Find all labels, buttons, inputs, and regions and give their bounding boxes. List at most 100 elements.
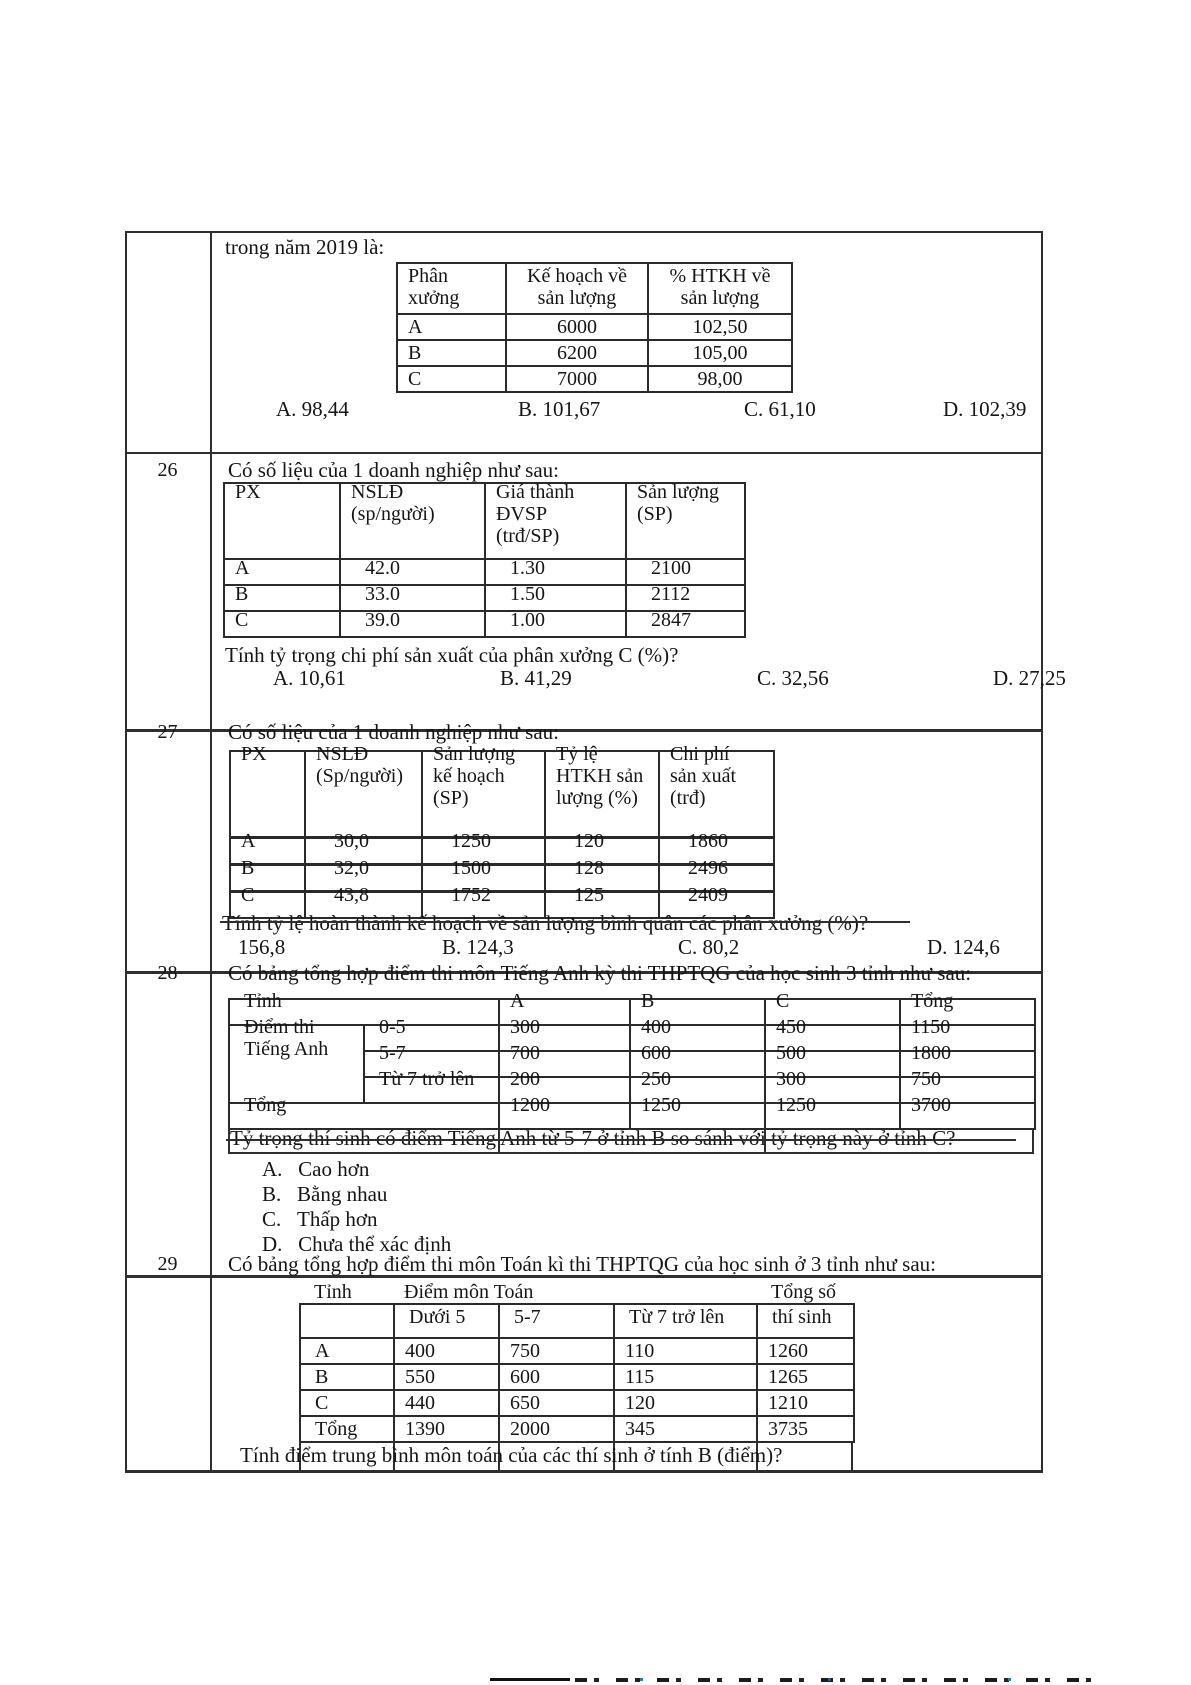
q25-intro-text: trong năm 2019 là: (225, 235, 385, 259)
table-cell: 345 (612, 1415, 759, 1443)
table-cell: 7000 (505, 365, 649, 393)
question-number-26: 26 (157, 459, 178, 481)
q28-option-d: D. Chưa thể xác định (262, 1233, 451, 1255)
table-cell: 1.50 (484, 583, 627, 612)
answer-option: B. 41,29 (500, 666, 572, 690)
table-cell: Chi phí sản xuất (trđ) (658, 743, 775, 838)
q26-table: PX NSLĐ (sp/người) Giá thành ĐVSP (trđ/SP) … (223, 481, 746, 638)
q27-table: PX NSLĐ (Sp/người) Sản lượng kế hoạch (SP) … (229, 743, 775, 919)
table-cell: 600 (629, 1042, 766, 1078)
table-cell: 32,0 (304, 857, 423, 892)
table-cell: Tổng (228, 1094, 500, 1130)
q27-answers-row: 156,8 B. 124,3 C. 80,2 D. 124,6 (0, 936, 1191, 958)
answer-option: 156,8 (238, 935, 286, 959)
table-cell: 0-5 (363, 1016, 500, 1052)
table-border-segment (228, 1152, 1034, 1154)
table-cell: 43,8 (304, 884, 423, 919)
row-divider-q25-q26 (125, 452, 1043, 454)
table-border-segment (613, 1441, 615, 1470)
table-cell: Tỉnh (314, 1281, 352, 1303)
table-cell: PX (229, 743, 306, 838)
q29-heading: Có bảng tổng hợp điểm thi môn Toán kì th… (228, 1252, 936, 1276)
table-cell: % HTKH về sản lượng (647, 262, 793, 315)
table-cell: Dưới 5 (393, 1303, 500, 1339)
table-cell: 1150 (899, 1016, 1036, 1052)
q27-question: Tính tỷ lệ hoàn thành kế hoạch về sản lư… (222, 911, 869, 935)
table-cell: B (229, 857, 306, 892)
table-cell (299, 1303, 395, 1339)
table-cell: 2000 (498, 1415, 615, 1443)
table-cell: Từ 7 trở lên (363, 1068, 500, 1104)
table-cell: 450 (764, 1016, 901, 1052)
table-cell: NSLĐ (Sp/người) (304, 743, 423, 838)
frame-line-left (125, 231, 127, 1473)
table-cell: 1800 (899, 1042, 1036, 1078)
table-cell: 6200 (505, 339, 649, 367)
answer-option: B. 101,67 (518, 397, 601, 421)
table-cell: 1.30 (484, 557, 627, 586)
table-cell: A (299, 1337, 395, 1365)
option-letter: A. (262, 1157, 283, 1181)
row-divider-q28-q29 (125, 1275, 1043, 1278)
row-divider-q26-q27 (125, 729, 1043, 732)
strike-line (226, 1139, 1016, 1141)
table-cell: B (223, 583, 341, 612)
table-cell: 3700 (899, 1094, 1036, 1130)
frame-line-number-column (210, 231, 212, 1473)
table-cell: A (498, 990, 631, 1026)
table-cell: 110 (612, 1337, 759, 1365)
table-cell: 33.0 (339, 583, 486, 612)
table-cell: 1500 (421, 857, 546, 892)
option-letter: B. (262, 1182, 282, 1206)
table-cell: 128 (544, 857, 660, 892)
row-divider-q27-q28 (125, 971, 1043, 974)
question-number-28: 28 (157, 962, 178, 984)
table-cell: 440 (393, 1389, 500, 1417)
page-bottom-artifact (640, 1678, 643, 1681)
table-cell: Tổng số (771, 1281, 837, 1303)
answer-option: C. 80,2 (678, 935, 740, 959)
table-cell: 1250 (629, 1094, 766, 1130)
table-cell: 42.0 (339, 557, 486, 586)
q28-question: Tỷ trọng thí sinh có điểm Tiếng Anh từ 5… (230, 1126, 956, 1150)
q28-option-c: C. Thấp hơn (262, 1208, 378, 1230)
table-cell: 300 (764, 1068, 901, 1104)
table-border-segment (1032, 1128, 1034, 1152)
answer-option: C. 61,10 (744, 397, 816, 421)
table-cell: 1250 (421, 830, 546, 865)
table-cell: C (396, 365, 507, 393)
answer-option: D. 124,6 (927, 935, 1000, 959)
option-text: Bằng nhau (297, 1182, 388, 1206)
table-cell: Sản lượng kế hoạch (SP) (421, 743, 546, 838)
table-cell: 1265 (756, 1363, 856, 1391)
table-cell: 2847 (625, 609, 746, 638)
page-bottom-artifact (1008, 1678, 1011, 1681)
answer-option: D. 27,25 (993, 666, 1066, 690)
table-border-segment (498, 1441, 500, 1470)
table-cell: 98,00 (647, 365, 793, 393)
table-cell: Từ 7 trở lên (612, 1303, 759, 1339)
table-cell: 650 (498, 1389, 615, 1417)
frame-line-top (125, 231, 1043, 233)
table-cell: thí sinh (756, 1303, 856, 1339)
table-cell: 1200 (498, 1094, 631, 1130)
table-cell: NSLĐ (sp/người) (339, 481, 486, 560)
table-cell: Tỷ lệ HTKH sản lượng (%) (544, 743, 660, 838)
table-cell: 2409 (658, 884, 775, 919)
table-cell: 1860 (658, 830, 775, 865)
q28-option-a: A. Cao hơn (262, 1158, 369, 1180)
q25-table: Phân xưởng Kế hoạch về sản lượng % HTKH về… (396, 262, 793, 393)
option-text: Cao hơn (298, 1157, 370, 1181)
option-text: Thấp hơn (297, 1207, 378, 1231)
table-cell: Giá thành ĐVSP (trđ/SP) (484, 481, 627, 560)
option-letter: C. (262, 1207, 282, 1231)
page-bottom-artifact (828, 1678, 831, 1681)
table-cell: 1752 (421, 884, 546, 919)
table-cell: C (764, 990, 901, 1026)
table-cell: 30,0 (304, 830, 423, 865)
table-cell: 500 (764, 1042, 901, 1078)
table-cell: A (229, 830, 306, 865)
table-cell: 700 (498, 1042, 631, 1078)
table-cell: 1250 (764, 1094, 901, 1130)
table-cell: C (229, 884, 306, 919)
